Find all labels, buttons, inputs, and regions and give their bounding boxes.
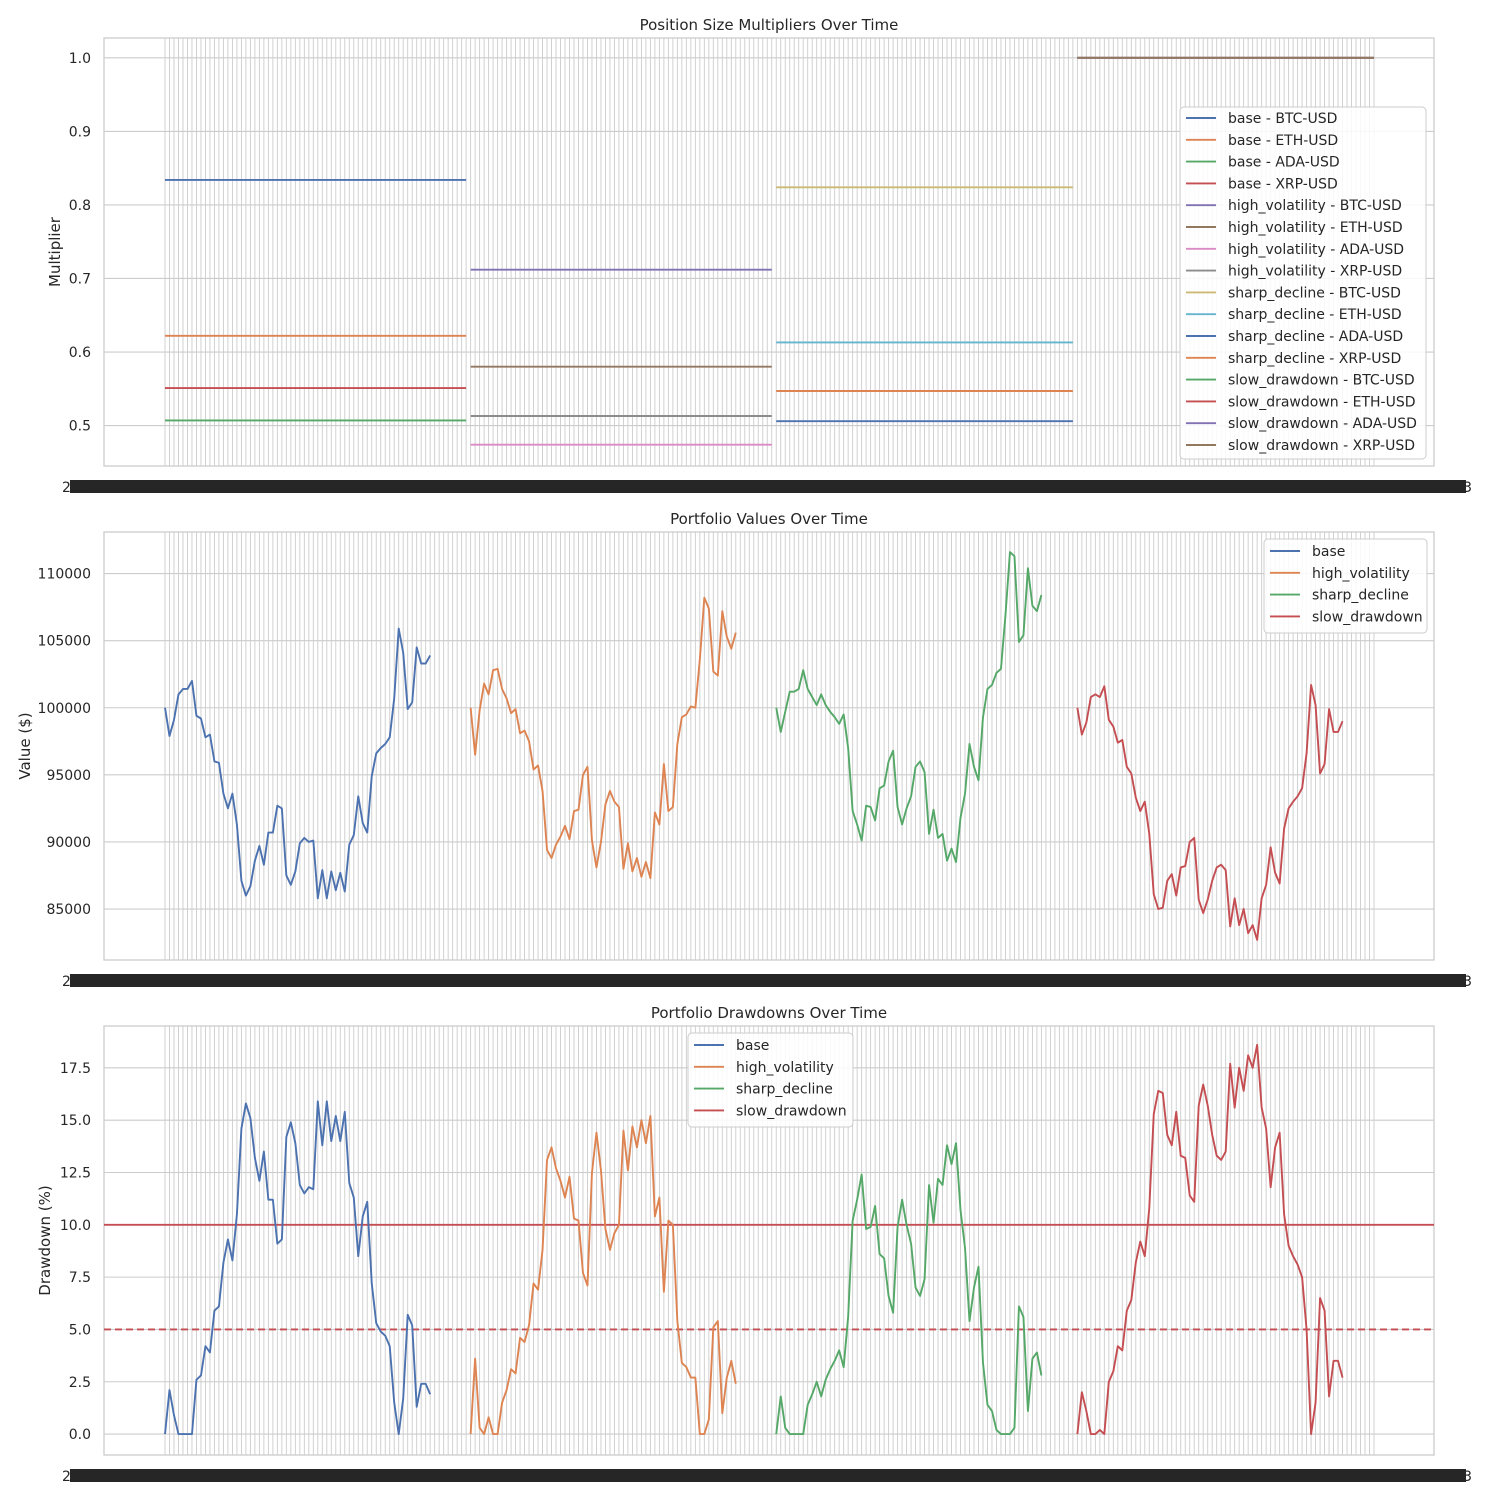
legend-label: base — [736, 1038, 769, 1054]
y-tick-label: 0.7 — [69, 271, 91, 287]
legend: base high_volatility sharp_decline slow_dra… — [687, 1032, 854, 1128]
y-tick-label: 0.5 — [69, 419, 91, 435]
chart-1: 0.5 0.6 0.7 0.8 0.9 1.0 Position Size Multipli… — [46, 16, 1472, 496]
legend-label: slow_drawdown - ADA-USD — [1228, 416, 1417, 432]
legend-label: sharp_decline — [736, 1082, 833, 1098]
legend-label: base - BTC-USD — [1228, 111, 1337, 127]
x-tick-label-first: 2022 — [62, 974, 98, 990]
legend-label: slow_drawdown — [736, 1103, 847, 1119]
x-tick-label-last: 3 — [1463, 974, 1472, 990]
x-tick-label-first: 2022 — [62, 1469, 98, 1485]
legend-label: base — [1312, 544, 1345, 560]
legend-label: high_volatility — [1312, 566, 1410, 582]
y-tick-label: 100000 — [38, 701, 91, 717]
plot-area — [104, 1043, 1434, 1436]
y-tick-label: 105000 — [38, 634, 91, 650]
y-axis-label: Multiplier — [46, 216, 64, 287]
y-tick-label: 5.0 — [69, 1322, 91, 1338]
legend-label: base - XRP-USD — [1228, 176, 1338, 192]
legend-label: sharp_decline - ADA-USD — [1228, 329, 1403, 345]
y-axis-label: Value ($) — [16, 712, 34, 779]
series-line-high-volatility — [469, 1115, 737, 1436]
x-tick-label-last: 3 — [1463, 480, 1472, 496]
legend-label: high_volatility - BTC-USD — [1228, 198, 1402, 214]
plot-area — [165, 56, 1374, 446]
y-tick-label: 0.8 — [69, 198, 91, 214]
x-tick-labels-overlap — [70, 974, 1466, 987]
legend-label: high_volatility - ADA-USD — [1228, 242, 1404, 258]
y-tick-label: 10.0 — [60, 1218, 91, 1234]
legend: base - BTC-USD base - ETH-USD base - ADA-U… — [1179, 106, 1427, 460]
legend-label: base - ETH-USD — [1228, 133, 1338, 149]
x-tick-label-last: 3 — [1463, 1469, 1472, 1485]
y-tick-label: 1.0 — [69, 51, 91, 67]
legend-frame — [1263, 538, 1428, 634]
legend-label: slow_drawdown - ETH-USD — [1228, 394, 1416, 410]
legend: base high_volatility sharp_decline slow_dra… — [1263, 538, 1428, 634]
y-tick-label: 95000 — [46, 768, 91, 784]
legend-label: high_volatility - XRP-USD — [1228, 264, 1402, 280]
series-line-sharp-decline — [775, 1142, 1043, 1436]
y-tick-label: 7.5 — [69, 1270, 91, 1286]
y-tick-label: 0.6 — [69, 345, 91, 361]
y-tick-label: 110000 — [38, 567, 91, 583]
legend-label: sharp_decline - BTC-USD — [1228, 285, 1401, 301]
chart-2: 85000 90000 95000 100000 105000 110000 Portfol… — [16, 510, 1472, 990]
series-line-slow-drawdown — [1076, 684, 1344, 941]
legend-label: high_volatility — [736, 1060, 834, 1076]
series-line-slow-drawdown — [1076, 1043, 1344, 1436]
legend-frame — [687, 1032, 854, 1128]
legend-label: slow_drawdown - BTC-USD — [1228, 373, 1415, 389]
chart-title: Portfolio Drawdowns Over Time — [651, 1004, 887, 1022]
y-tick-label: 0.0 — [69, 1427, 91, 1443]
y-tick-label: 15.0 — [60, 1113, 91, 1129]
y-tick-label: 12.5 — [60, 1165, 91, 1181]
legend-label: base - ADA-USD — [1228, 155, 1340, 171]
x-gridlines — [164, 532, 1375, 960]
y-tick-label: 2.5 — [69, 1375, 91, 1391]
y-tick-label: 17.5 — [60, 1061, 91, 1077]
series-line-base — [164, 1100, 432, 1436]
chart-3: 0.0 2.5 5.0 7.5 10.0 12.5 15.0 17.5 Portfolio Dr… — [36, 1004, 1472, 1485]
legend-label: sharp_decline - ETH-USD — [1228, 307, 1402, 323]
y-tick-label: 0.9 — [69, 124, 91, 140]
series-line-base — [164, 627, 431, 900]
y-tick-label: 90000 — [46, 835, 91, 851]
x-tick-labels-overlap — [70, 480, 1466, 493]
x-tick-label-first: 2022 — [62, 480, 98, 496]
x-gridlines — [164, 1026, 1375, 1455]
series-line-high-volatility — [469, 596, 737, 880]
legend-label: slow_drawdown — [1312, 609, 1423, 625]
legend-label: sharp_decline — [1312, 588, 1409, 604]
chart-title: Position Size Multipliers Over Time — [640, 16, 899, 34]
axes-frame — [103, 1025, 1435, 1456]
axes-frame — [103, 37, 1435, 467]
chart-title: Portfolio Values Over Time — [670, 510, 868, 528]
plot-area — [164, 551, 1344, 941]
y-tick-label: 85000 — [46, 902, 91, 918]
axes-frame — [103, 531, 1435, 961]
series-line-sharp-decline — [775, 551, 1043, 864]
x-tick-labels-overlap — [70, 1469, 1466, 1482]
legend-frame — [1179, 106, 1427, 460]
legend-label: slow_drawdown - XRP-USD — [1228, 438, 1415, 454]
legend-label: high_volatility - ETH-USD — [1228, 220, 1403, 236]
legend-label: sharp_decline - XRP-USD — [1228, 351, 1401, 367]
y-axis-label: Drawdown (%) — [36, 1185, 54, 1295]
